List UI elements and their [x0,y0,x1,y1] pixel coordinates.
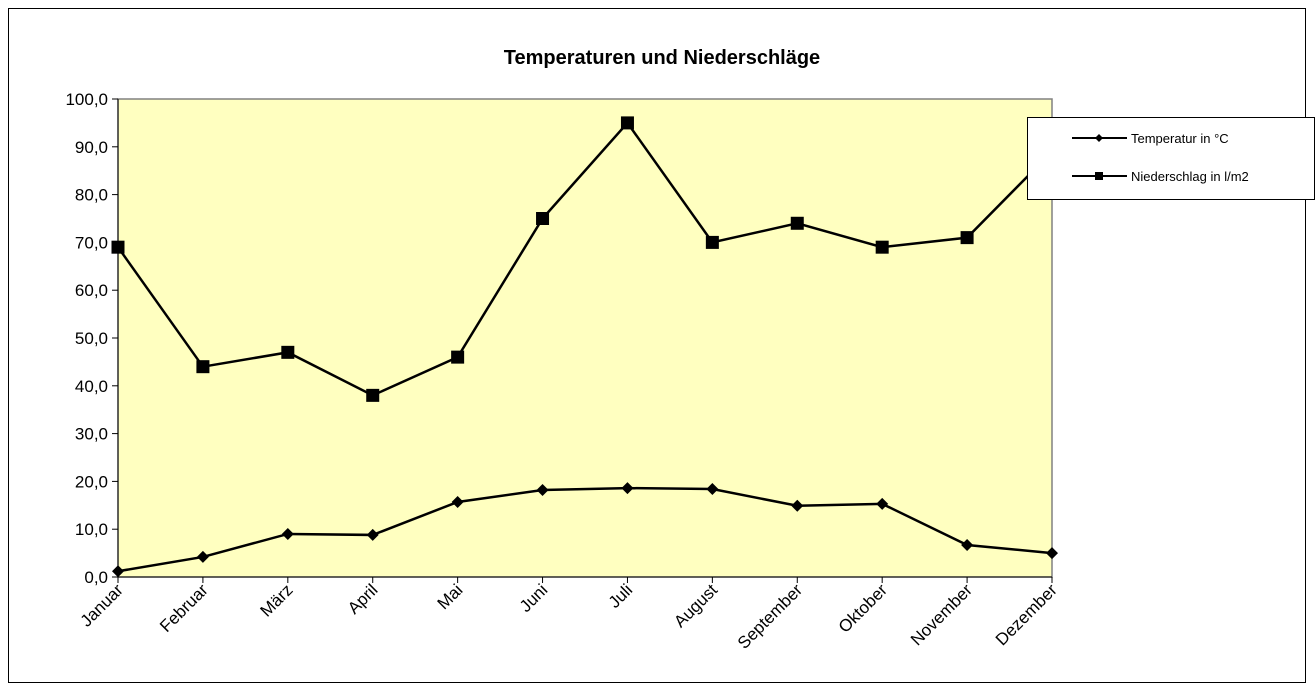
data-point [196,550,209,563]
plot-area [117,98,1053,578]
y-tick-label: 70,0 [75,233,108,252]
y-tick-label: 50,0 [75,329,108,348]
data-point [536,212,550,225]
data-point [961,538,974,551]
legend-marker [1095,134,1103,142]
data-point [451,495,464,508]
data-point [960,231,974,245]
y-tick-label: 60,0 [75,281,108,300]
y-tick-label: 80,0 [75,186,108,205]
chart-title: Temperaturen und Niederschläge [504,47,820,69]
data-point [366,388,380,402]
data-point [620,116,634,130]
legend-label: Temperatur in °C [1131,131,1229,146]
series-line [116,120,1053,397]
y-tick-label: 100,0 [65,90,108,109]
legend-marker [1095,172,1103,180]
y-tick-label: 20,0 [75,472,108,491]
y-tick-label: 0,0 [84,568,108,587]
data-point [196,360,210,374]
data-point [112,565,124,578]
data-point [705,235,719,249]
data-point [790,216,804,230]
legend-label: Niederschlag in l/m2 [1131,169,1249,184]
y-tick-label: 90,0 [75,138,108,157]
data-point [876,497,889,510]
y-tick-label: 30,0 [75,425,108,444]
data-point [621,482,634,495]
data-point [1046,547,1058,560]
data-point [536,484,549,497]
y-tick-label: 40,0 [75,377,108,396]
legend-box [1027,117,1315,200]
y-tick-label: 10,0 [75,520,108,539]
data-point [366,528,379,541]
data-point [791,499,804,512]
series-line [117,486,1053,573]
data-point [281,527,294,540]
data-point [451,350,465,364]
data-point [281,345,295,359]
data-point [111,240,125,254]
data-point [706,483,719,496]
data-point [875,240,889,254]
